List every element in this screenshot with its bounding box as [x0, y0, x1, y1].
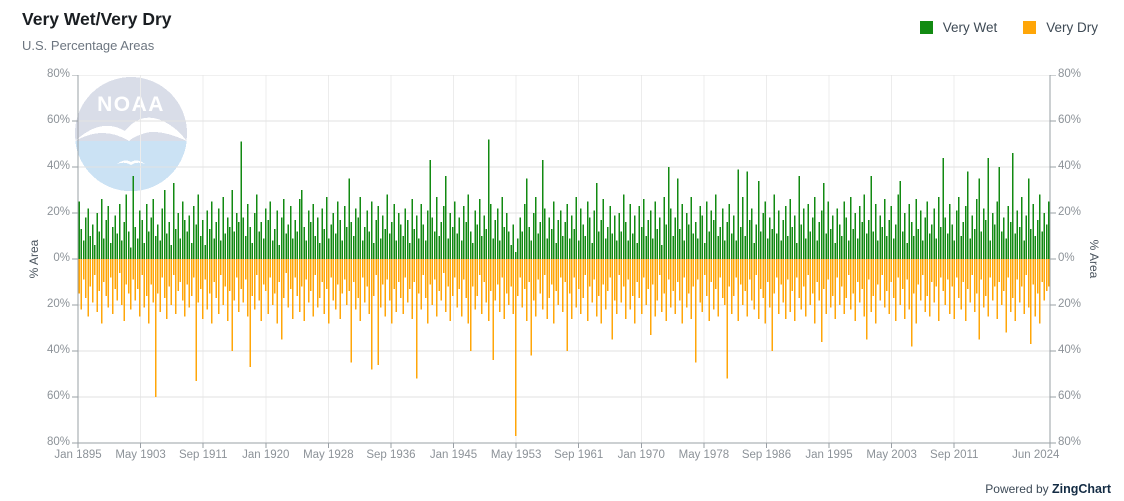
y-axis-tick-label: 0% — [53, 252, 70, 264]
x-axis-tick-label: May 1903 — [115, 449, 166, 461]
y-axis-tick-label: 80% — [1058, 68, 1082, 80]
x-axis-tick-label: Jan 1970 — [617, 449, 665, 461]
y-axis-tick-label: 20% — [46, 206, 70, 218]
legend-label: Very Dry — [1046, 20, 1098, 35]
very-wet-swatch-icon — [919, 21, 933, 34]
y-axis-tick-label: 40% — [1058, 160, 1082, 172]
plot-svg[interactable]: NOAA — [72, 75, 1056, 451]
legend: Very Wet Very Dry — [919, 20, 1098, 35]
x-axis-tick-label: Sep 1986 — [741, 449, 792, 461]
y-axis-tick-label: 60% — [1058, 390, 1082, 402]
y-axis-tick-label: 20% — [1058, 298, 1082, 310]
page-title: Very Wet/Very Dry — [22, 9, 172, 29]
y-axis-tick-label: 20% — [1058, 206, 1082, 218]
chart-subtitle: U.S. Percentage Areas — [22, 38, 155, 53]
y-axis-tick-label: 20% — [46, 298, 70, 310]
x-axis-tick-label: Jan 1920 — [242, 449, 290, 461]
y-axis-tick-label: 80% — [46, 436, 70, 448]
y-axis-tick-label: 40% — [46, 344, 70, 356]
noaa-watermark-text: NOAA — [97, 93, 165, 116]
y-axis-tick-label: 60% — [46, 390, 70, 402]
y-axis-tick-label: 80% — [46, 68, 70, 80]
x-axis-tick-label: May 1928 — [303, 449, 354, 461]
x-axis-tick-label: Sep 2011 — [930, 449, 979, 461]
x-axis-tick-label: Jan 1995 — [805, 449, 853, 461]
y-axis-tick-label: 40% — [1058, 344, 1082, 356]
x-axis-tick-label: Sep 1961 — [554, 449, 604, 461]
y-axis-tick-label: 0% — [1058, 252, 1075, 264]
legend-item-very-wet[interactable]: Very Wet — [919, 20, 998, 35]
zingchart-link[interactable]: ZingChart — [1051, 482, 1111, 496]
powered-by: Powered by ZingChart — [985, 482, 1111, 496]
x-axis-tick-label: Jun 2024 — [1012, 449, 1060, 461]
y-axis-tick-label: 80% — [1058, 436, 1082, 448]
noaa-logo-watermark: NOAA — [75, 77, 187, 192]
y-axis-tick-label: 40% — [46, 160, 70, 172]
x-axis-tick-label: May 2003 — [866, 449, 917, 461]
legend-item-very-dry[interactable]: Very Dry — [1023, 20, 1098, 35]
legend-label: Very Wet — [942, 20, 998, 35]
x-axis-tick-label: Jan 1945 — [429, 449, 478, 461]
x-axis-tick-label: Sep 1936 — [366, 449, 416, 461]
y-axis-tick-label: 60% — [1058, 114, 1082, 126]
very-dry-swatch-icon — [1023, 21, 1037, 34]
x-axis-tick-label: May 1953 — [490, 449, 542, 461]
x-axis-tick-label: May 1978 — [678, 449, 730, 461]
y-axis-tick-label: 60% — [46, 114, 70, 126]
x-axis-tick-label: Jan 1895 — [54, 449, 102, 461]
x-axis-tick-label: Sep 1911 — [178, 449, 228, 461]
